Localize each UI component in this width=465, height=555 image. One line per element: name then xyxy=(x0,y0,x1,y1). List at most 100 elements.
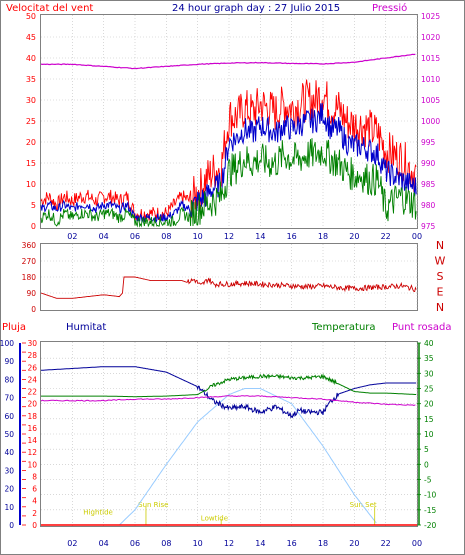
temperature-label: Temperatura xyxy=(311,322,376,333)
temp-left-y-tick: 14 xyxy=(27,436,37,445)
pressure-y-tick: 1025 xyxy=(421,12,440,21)
temp-left-y-tick: 18 xyxy=(27,412,37,421)
temp-left-y-tick: 30 xyxy=(27,339,37,348)
temp-left-y-tick: 20 xyxy=(27,400,37,409)
temp-left-y-tick: 16 xyxy=(27,424,37,433)
pressure-y-tick: 985 xyxy=(421,180,436,189)
temperature-y-tick: 30 xyxy=(424,369,434,378)
temp-left-y-tick: 8 xyxy=(32,472,37,481)
pressure-y-tick: 1020 xyxy=(421,33,440,42)
sun-curve-line xyxy=(118,388,377,526)
x-tick-label: 04 xyxy=(99,232,109,241)
chart-title: 24 hour graph day : 27 Julio 2015 xyxy=(172,3,340,14)
temperature-y-tick: 0 xyxy=(424,460,429,469)
dewpoint-label: Punt rosada xyxy=(392,322,451,333)
humidity-y-tick: 90 xyxy=(4,357,14,366)
temperature-y-tick: 5 xyxy=(424,445,429,454)
x-tick-label: 04 xyxy=(99,539,109,548)
temperature-y-tick: 40 xyxy=(424,339,434,348)
humidity-y-tick: 80 xyxy=(4,375,14,384)
temperature-y-tick: -15 xyxy=(424,506,436,515)
pressure-y-tick: 995 xyxy=(421,138,436,147)
wind-y-tick: 10 xyxy=(26,180,36,189)
wind-y-tick: 40 xyxy=(26,54,36,63)
wind-y-tick: 20 xyxy=(26,138,36,147)
series-layer xyxy=(40,53,417,526)
rain-label: Pluja xyxy=(2,322,26,333)
temperature-y-tick: 35 xyxy=(424,354,434,363)
wind-y-tick: 5 xyxy=(31,201,36,210)
x-tick-label: 20 xyxy=(349,232,359,241)
temp-left-y-tick: 0 xyxy=(32,521,37,530)
grid-layer xyxy=(19,15,421,526)
x-tick-label: 22 xyxy=(381,539,391,548)
wind-y-tick: 35 xyxy=(26,75,36,84)
temperature-y-tick: -20 xyxy=(424,521,436,530)
temperature-y-tick: 15 xyxy=(424,415,434,424)
x-tick-label: 12 xyxy=(224,232,234,241)
compass-label: N xyxy=(436,301,444,314)
direction-y-tick: 0 xyxy=(31,305,36,314)
humidity-y-tick: 0 xyxy=(9,521,14,530)
pressure-y-tick: 980 xyxy=(421,201,436,210)
x-tick-label: 22 xyxy=(381,232,391,241)
x-tick-label: 00 xyxy=(412,232,422,241)
temp-left-y-tick: 22 xyxy=(27,388,37,397)
humidity-y-tick: 20 xyxy=(4,485,14,494)
wind-y-tick: 30 xyxy=(26,96,36,105)
temperature-y-tick: -5 xyxy=(424,476,432,485)
temp-left-y-tick: 10 xyxy=(27,460,37,469)
temp-left-y-tick: 24 xyxy=(27,375,37,384)
x-tick-label: 10 xyxy=(193,232,203,241)
x-tick-label: 12 xyxy=(224,539,234,548)
temp-left-y-tick: 6 xyxy=(32,485,37,494)
sunset-label: Sun Set xyxy=(350,501,377,509)
temperature-y-tick: 10 xyxy=(424,430,434,439)
tick-labels: 0202040406060808101012121414161618182020… xyxy=(0,12,446,548)
hightide-label: Hightide xyxy=(83,508,113,516)
x-tick-label: 16 xyxy=(287,539,297,548)
wind-speed-label: Velocitat del vent xyxy=(6,3,93,14)
compass-label: E xyxy=(437,286,444,299)
temperature-y-tick: 20 xyxy=(424,400,434,409)
pressure-y-tick: 1015 xyxy=(421,54,440,63)
temp-left-y-tick: 12 xyxy=(27,448,37,457)
temperature-series-line xyxy=(41,373,417,398)
temp-left-y-tick: 28 xyxy=(27,351,37,360)
speed-series-line xyxy=(40,138,417,228)
x-tick-label: 14 xyxy=(255,539,265,548)
wind-y-tick: 50 xyxy=(26,12,36,21)
x-tick-label: 16 xyxy=(287,232,297,241)
humidity-y-tick: 40 xyxy=(4,448,14,457)
compass-label: S xyxy=(437,270,444,283)
direction-y-tick: 90 xyxy=(26,289,36,298)
wind-y-tick: 45 xyxy=(26,33,36,42)
wind-y-tick: 25 xyxy=(26,117,36,126)
pressure-label: Pressió xyxy=(372,2,407,14)
direction-y-tick: 180 xyxy=(22,273,37,282)
lowtide-label: Lowtide xyxy=(201,514,228,522)
humidity-y-tick: 100 xyxy=(0,339,14,348)
humidity-label: Humitat xyxy=(66,322,106,333)
temp-left-y-tick: 2 xyxy=(32,509,37,518)
x-tick-label: 08 xyxy=(161,232,171,241)
x-tick-label: 18 xyxy=(318,539,328,548)
x-tick-label: 06 xyxy=(130,232,140,241)
humidity-y-tick: 60 xyxy=(4,412,14,421)
x-tick-label: 18 xyxy=(318,232,328,241)
x-tick-label: 20 xyxy=(349,539,359,548)
humidity-series-line xyxy=(41,366,417,419)
compass-label: W xyxy=(435,255,446,268)
pressure-y-tick: 1010 xyxy=(421,75,440,84)
direction-y-tick: 360 xyxy=(22,241,37,250)
compass-label: N xyxy=(436,239,444,252)
x-tick-label: 14 xyxy=(255,232,265,241)
x-tick-label: 08 xyxy=(161,539,171,548)
x-tick-label: 00 xyxy=(412,539,422,548)
humidity-y-tick: 50 xyxy=(4,430,14,439)
sunrise-label: Sun Rise xyxy=(138,501,168,509)
x-tick-label: 10 xyxy=(193,539,203,548)
